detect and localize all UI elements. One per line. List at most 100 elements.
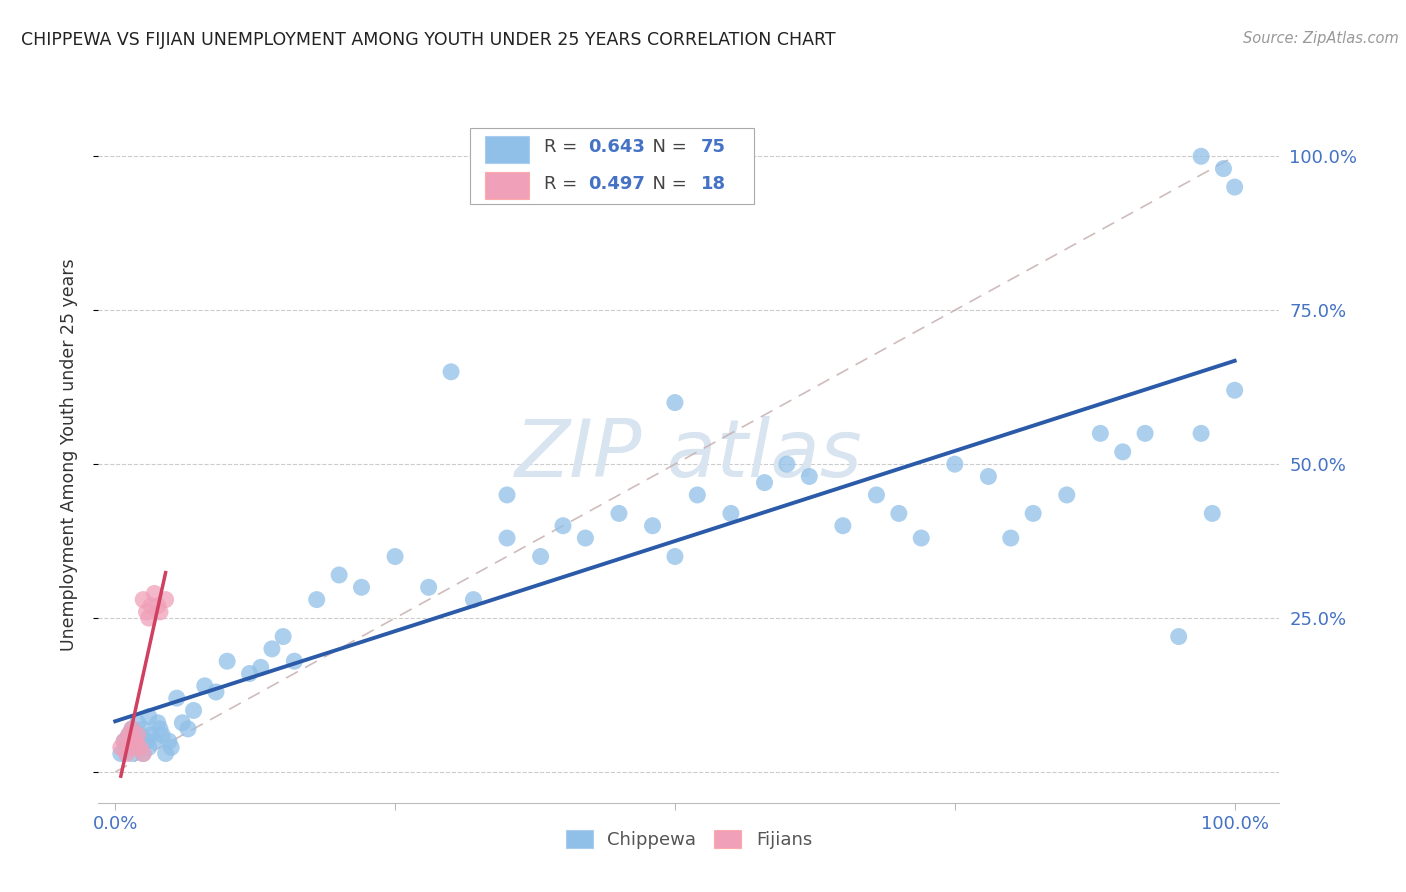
Point: [217, 654, 239, 668]
Point: [496, 488, 519, 502]
Point: [887, 507, 910, 521]
Point: [146, 599, 169, 613]
Point: [135, 605, 157, 619]
Text: ZIP atlas: ZIP atlas: [515, 416, 863, 494]
Point: [238, 666, 260, 681]
Point: [121, 740, 143, 755]
Point: [328, 568, 350, 582]
Point: [121, 747, 143, 761]
Point: [205, 685, 228, 699]
Point: [139, 599, 162, 613]
Point: [138, 611, 160, 625]
Point: [1189, 149, 1212, 163]
Point: [146, 715, 169, 730]
Text: 75: 75: [700, 138, 725, 156]
Point: [112, 734, 135, 748]
Point: [350, 580, 373, 594]
Point: [1090, 426, 1112, 441]
Point: [1189, 426, 1212, 441]
Point: [128, 740, 150, 755]
Point: [115, 747, 138, 761]
Point: [1223, 384, 1246, 398]
Point: [127, 728, 149, 742]
Point: [1022, 507, 1045, 521]
Point: [305, 592, 328, 607]
Point: [138, 740, 160, 755]
Point: [1223, 180, 1246, 194]
Point: [1112, 445, 1135, 459]
Point: [754, 475, 776, 490]
Point: [1056, 488, 1078, 502]
Text: R =: R =: [544, 138, 582, 156]
Point: [249, 660, 271, 674]
Text: N =: N =: [641, 175, 692, 193]
Point: [110, 740, 132, 755]
Point: [551, 518, 574, 533]
Point: [496, 531, 519, 545]
Point: [194, 679, 217, 693]
Point: [1133, 426, 1156, 441]
Text: CHIPPEWA VS FIJIAN UNEMPLOYMENT AMONG YOUTH UNDER 25 YEARS CORRELATION CHART: CHIPPEWA VS FIJIAN UNEMPLOYMENT AMONG YO…: [21, 31, 835, 49]
Point: [664, 395, 686, 409]
Text: 0.497: 0.497: [589, 175, 645, 193]
Bar: [485, 136, 530, 162]
Point: [574, 531, 596, 545]
Point: [157, 734, 180, 748]
Point: [112, 734, 135, 748]
Point: [641, 518, 664, 533]
Point: [149, 605, 172, 619]
Point: [910, 531, 932, 545]
Point: [799, 469, 821, 483]
Point: [132, 592, 155, 607]
Point: [132, 722, 155, 736]
Point: [943, 457, 966, 471]
Legend: Chippewa, Fijians: Chippewa, Fijians: [558, 822, 820, 856]
Text: N =: N =: [641, 138, 692, 156]
Point: [865, 488, 887, 502]
Text: Source: ZipAtlas.com: Source: ZipAtlas.com: [1243, 31, 1399, 46]
Point: [117, 728, 139, 742]
Point: [1000, 531, 1022, 545]
Point: [384, 549, 406, 564]
Point: [124, 734, 146, 748]
Y-axis label: Unemployment Among Youth under 25 years: Unemployment Among Youth under 25 years: [59, 259, 77, 651]
Point: [686, 488, 709, 502]
Point: [271, 630, 294, 644]
Point: [115, 740, 138, 755]
Point: [124, 734, 146, 748]
Point: [463, 592, 485, 607]
Point: [160, 740, 183, 755]
Point: [177, 722, 200, 736]
Point: [121, 722, 143, 736]
Point: [831, 518, 853, 533]
FancyBboxPatch shape: [471, 128, 754, 204]
Point: [418, 580, 440, 594]
Point: [260, 641, 283, 656]
Point: [1212, 161, 1234, 176]
Bar: [485, 172, 530, 199]
Point: [720, 507, 742, 521]
Point: [530, 549, 553, 564]
Point: [135, 734, 157, 748]
Point: [1167, 630, 1189, 644]
Point: [127, 715, 149, 730]
Text: R =: R =: [544, 175, 582, 193]
Point: [132, 747, 155, 761]
Text: 18: 18: [700, 175, 725, 193]
Point: [155, 592, 177, 607]
Point: [127, 740, 149, 755]
Point: [607, 507, 630, 521]
Point: [117, 728, 139, 742]
Point: [138, 709, 160, 723]
Point: [110, 747, 132, 761]
Point: [183, 703, 205, 717]
Point: [139, 728, 162, 742]
Point: [143, 734, 166, 748]
Point: [149, 722, 172, 736]
Point: [121, 722, 143, 736]
Text: 0.643: 0.643: [589, 138, 645, 156]
Point: [172, 715, 194, 730]
Point: [166, 691, 188, 706]
Point: [283, 654, 305, 668]
Point: [776, 457, 799, 471]
